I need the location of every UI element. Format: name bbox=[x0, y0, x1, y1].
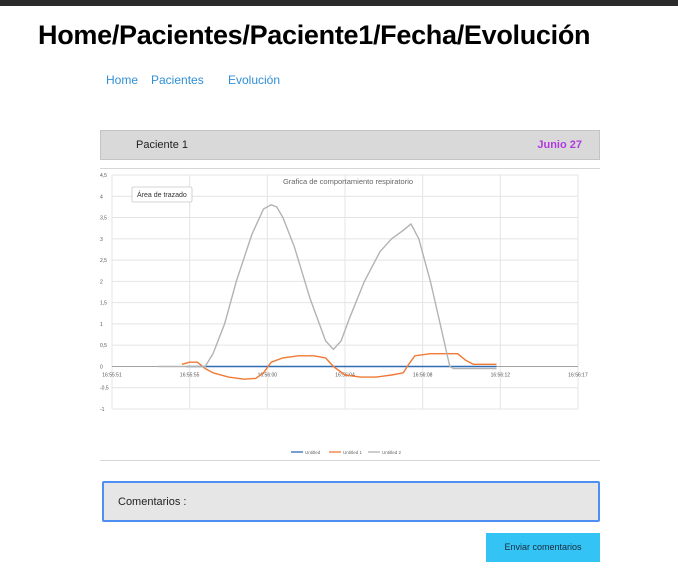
x-tick-label: 16:56:12 bbox=[491, 372, 511, 378]
patient-date: Junio 27 bbox=[537, 139, 582, 151]
x-tick-label: 16:56:08 bbox=[413, 372, 433, 378]
y-tick-label: 1,5 bbox=[100, 301, 107, 307]
chart-svg: 4,5 4 3,5 3 2,5 2 1,5 1 0,5 0 -0,5 -1 16:55:51 16:55:… bbox=[100, 173, 588, 455]
comments-input[interactable]: Comentarios : bbox=[102, 481, 600, 522]
nav-link-home[interactable]: Home bbox=[106, 73, 139, 87]
y-tick-label: 2,5 bbox=[100, 258, 107, 264]
y-tick-label: 3,5 bbox=[100, 216, 107, 222]
plot-area-tooltip bbox=[131, 186, 193, 203]
nav-link-evolucion[interactable]: Evolución bbox=[228, 73, 281, 87]
series-line-3 bbox=[158, 204, 497, 370]
nav-link-pacientes[interactable]: Pacientes bbox=[151, 73, 204, 87]
y-tick-label: 4 bbox=[100, 194, 103, 200]
divider-bottom bbox=[100, 460, 600, 461]
patient-header: Paciente 1 Junio 27 bbox=[100, 130, 600, 160]
plot-area-tooltip-label: Área de trazado bbox=[137, 190, 187, 199]
y-tick-label: 4,5 bbox=[100, 173, 107, 179]
legend-label-3: Untitled 2 bbox=[382, 450, 402, 455]
send-comments-button[interactable]: Enviar comentarios bbox=[486, 533, 600, 562]
y-tick-label: -1 bbox=[100, 407, 105, 413]
x-tick-label: 16:55:51 bbox=[102, 372, 122, 378]
legend-label-2: Untitled 1 bbox=[343, 450, 363, 455]
page-title: Home/Pacientes/Paciente1/Fecha/Evolución bbox=[38, 20, 591, 50]
chart-title: Grafica de comportamiento respiratorio bbox=[283, 177, 413, 186]
y-tick-label: 3 bbox=[100, 237, 103, 243]
patient-name: Paciente 1 bbox=[136, 139, 188, 151]
y-tick-label: 1 bbox=[100, 322, 103, 328]
y-tick-label: -0,5 bbox=[100, 386, 109, 392]
legend-label-1: Untitled bbox=[305, 450, 321, 455]
respiratory-chart: 4,5 4 3,5 3 2,5 2 1,5 1 0,5 0 -0,5 -1 16:55:51 16:55:… bbox=[98, 166, 598, 458]
x-tick-label: 16:56:00 bbox=[258, 372, 278, 378]
y-tick-label: 0 bbox=[100, 364, 103, 370]
divider-top bbox=[100, 168, 600, 169]
x-tick-label: 16:55:55 bbox=[180, 372, 200, 378]
top-bar bbox=[0, 0, 678, 6]
comments-label: Comentarios : bbox=[118, 496, 187, 508]
series-line-2 bbox=[181, 352, 497, 380]
y-tick-label: 0,5 bbox=[100, 343, 107, 349]
y-tick-label: 2 bbox=[100, 279, 103, 285]
x-tick-label: 16:56:17 bbox=[568, 372, 588, 378]
